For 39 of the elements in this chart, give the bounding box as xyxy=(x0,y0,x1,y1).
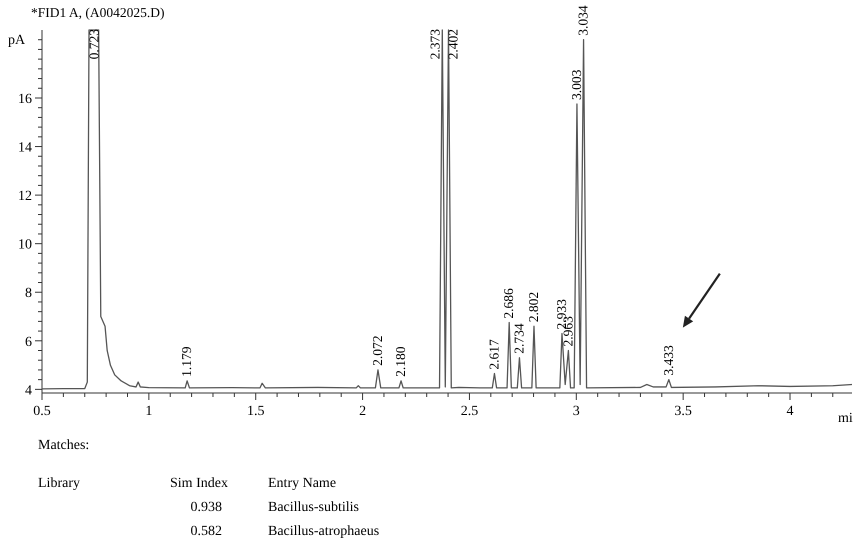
annotation: 3.433 xyxy=(660,345,676,376)
x-tick-label: 4 xyxy=(786,404,794,419)
x-tick-label: 1 xyxy=(145,404,152,419)
x-tick-label: 3 xyxy=(572,404,580,419)
annotation: 2.686 xyxy=(501,288,516,319)
text: 0.938 xyxy=(190,500,222,515)
y-tick-label: 10 xyxy=(18,238,32,253)
text: 0.582 xyxy=(190,524,222,539)
chart-title: *FID1 A, (A0042025.D) xyxy=(31,5,164,20)
text: Sim Index xyxy=(170,476,228,491)
y-tick-label: 14 xyxy=(18,140,32,156)
x-tick-label: 2 xyxy=(359,404,366,419)
annotation: 1.179 xyxy=(179,346,194,377)
text: Bacillus-atrophaeus xyxy=(268,524,380,539)
annotation: 2.180 xyxy=(393,346,408,377)
y-tick-label: 6 xyxy=(25,334,32,350)
text: Entry Name xyxy=(268,476,336,491)
x-axis-title: mi xyxy=(838,411,853,426)
annotation: 0.723 xyxy=(86,28,102,60)
annotation: 2.373 xyxy=(427,28,442,60)
y-axis-title: pA xyxy=(8,33,26,48)
annotation: 2.402 xyxy=(445,29,460,60)
annotation: 2.734 xyxy=(511,323,526,354)
x-tick-label: 1.5 xyxy=(246,404,264,419)
x-tick-label: 2.5 xyxy=(460,404,478,419)
x-tick-label: 3.5 xyxy=(674,404,692,419)
text: Library xyxy=(38,476,80,491)
y-tick-label: 16 xyxy=(18,92,32,107)
y-tick-label: 12 xyxy=(18,189,32,204)
y-tick-label: 8 xyxy=(25,286,32,302)
annotation: 3.003 xyxy=(568,69,584,100)
annotation: 2.617 xyxy=(486,338,502,370)
y-tick-label: 4 xyxy=(25,383,32,398)
text: Matches: xyxy=(38,438,90,453)
annotation: 2.072 xyxy=(370,336,385,366)
annotation: 3.034 xyxy=(576,5,591,36)
annotation: 2.802 xyxy=(526,292,541,322)
text: Bacillus-subtilis xyxy=(268,500,359,515)
x-tick-label: 0.5 xyxy=(33,404,51,419)
